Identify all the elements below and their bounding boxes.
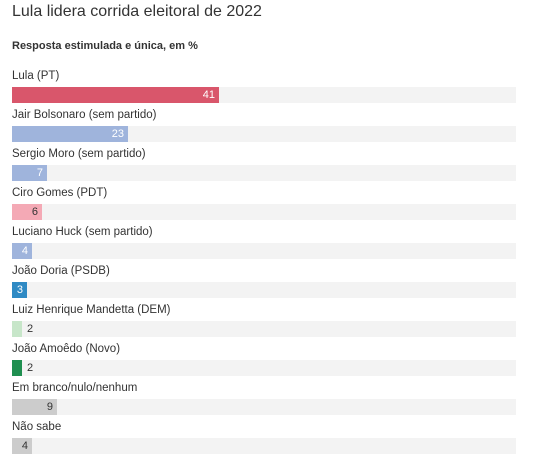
data-label: 9: [46, 401, 53, 413]
bar-track: [12, 399, 516, 415]
data-label: 41: [202, 89, 215, 101]
category-label: João Doria (PSDB): [12, 265, 110, 277]
category-label: Não sabe: [12, 421, 62, 433]
bar: [12, 360, 22, 376]
bar-track: [12, 126, 516, 142]
bar-track: [12, 243, 516, 259]
bar: [12, 282, 27, 298]
bar-track: [12, 321, 516, 337]
bar: [12, 165, 47, 181]
category-label: Jair Bolsonaro (sem partido): [12, 109, 157, 121]
category-label: Luiz Henrique Mandetta (DEM): [12, 304, 171, 316]
data-label: 6: [31, 206, 38, 218]
category-label: Sergio Moro (sem partido): [12, 148, 146, 160]
bar-track: [12, 360, 516, 376]
bar-track: [12, 282, 516, 298]
bar-track: [12, 165, 516, 181]
bar: [12, 204, 42, 220]
category-label: Ciro Gomes (PDT): [12, 187, 108, 199]
bar: [12, 243, 32, 259]
data-label: 2: [27, 323, 34, 335]
bar-track: [12, 204, 516, 220]
bar: [12, 438, 32, 454]
data-label: 4: [21, 440, 28, 452]
chart-title: Lula lidera corrida eleitoral de 2022: [12, 3, 262, 20]
data-label: 3: [16, 284, 23, 296]
category-label: João Amoêdo (Novo): [12, 343, 121, 355]
bar: [12, 321, 22, 337]
bar: [12, 399, 57, 415]
bar: [12, 87, 219, 103]
data-label: 2: [27, 362, 34, 374]
bar-track: [12, 438, 516, 454]
data-label: 23: [111, 128, 124, 140]
category-label: Luciano Huck (sem partido): [12, 226, 153, 238]
category-label: Em branco/nulo/nenhum: [12, 382, 138, 394]
category-label: Lula (PT): [12, 70, 60, 82]
data-label: 4: [21, 245, 28, 257]
bar: [12, 126, 128, 142]
chart-subtitle: Resposta estimulada e única, em %: [12, 40, 198, 52]
data-label: 7: [36, 167, 43, 179]
